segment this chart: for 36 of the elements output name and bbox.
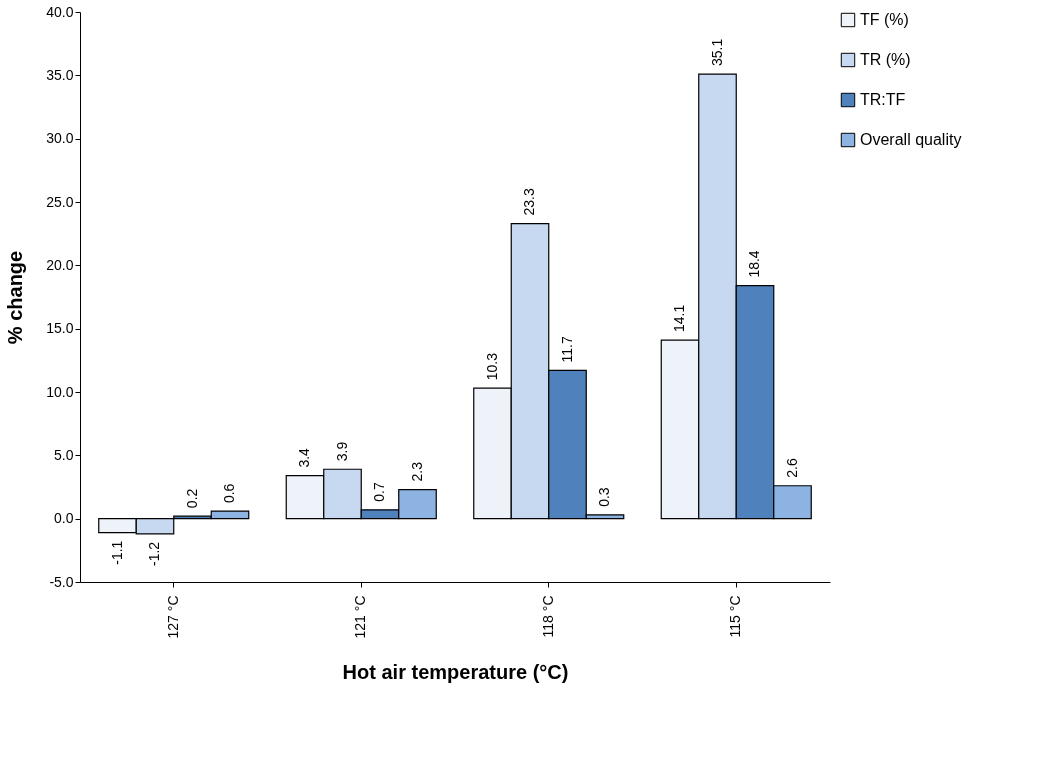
y-tick-label: 35.0 [46, 66, 74, 83]
x-tick-label: 121 °C [352, 595, 369, 639]
y-tick-label: 5.0 [54, 446, 74, 463]
data-label: -1.1 [108, 540, 125, 565]
data-label: 3.4 [296, 447, 312, 468]
data-label: 0.6 [221, 483, 237, 504]
data-label: 2.6 [783, 458, 800, 478]
data-label: 0.3 [596, 487, 612, 507]
x-axis-title: Hot air temperature (°C) [342, 661, 569, 684]
data-label: 11.7 [558, 336, 575, 363]
y-tick-label: 25.0 [46, 193, 74, 210]
data-label: 0.2 [183, 488, 200, 509]
data-label: 0.7 [371, 482, 387, 502]
data-label: 35.1 [708, 38, 725, 67]
y-tick-label: 30.0 [46, 130, 74, 147]
y-tick-label: 20.0 [46, 256, 74, 273]
data-label: 3.9 [333, 441, 350, 462]
x-tick-label: 118 °C [539, 595, 556, 638]
x-tick-label: 115 °C [727, 595, 744, 638]
y-tick-label: 40.0 [46, 3, 74, 20]
data-label: 23.3 [521, 188, 537, 216]
data-label: 2.3 [408, 461, 425, 482]
legend-label: TR (%) [860, 51, 911, 68]
data-label: 10.3 [483, 352, 500, 381]
y-tick-label: 10.0 [46, 383, 74, 400]
data-label: -1.2 [146, 541, 162, 566]
legend-label: TR:TF [860, 91, 906, 108]
y-tick-label: 15.0 [46, 320, 74, 337]
y-tick-label: -5.0 [49, 573, 74, 590]
legend-label: TF (%) [860, 11, 909, 28]
data-label: 18.4 [746, 250, 762, 278]
legend-label: Overall quality [860, 131, 962, 148]
data-label: 14.1 [671, 304, 687, 333]
y-axis-title: % change [4, 250, 27, 345]
x-tick-label: 127 °C [164, 595, 181, 639]
y-tick-label: 0.0 [54, 510, 74, 527]
